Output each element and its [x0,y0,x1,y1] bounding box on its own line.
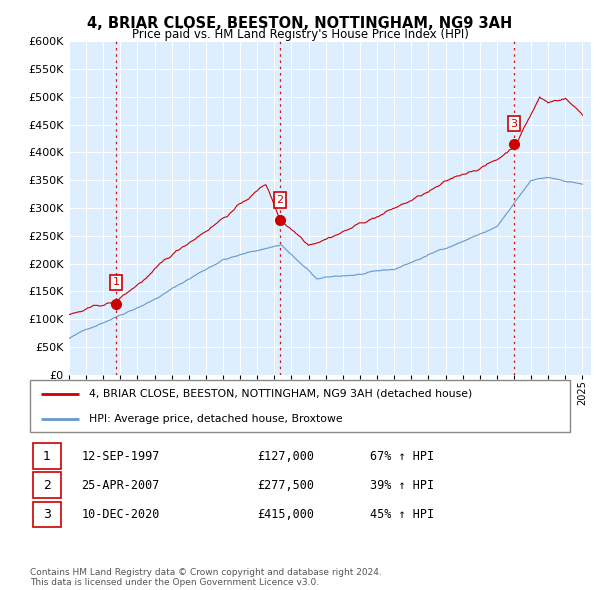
FancyBboxPatch shape [33,502,61,527]
Text: 4, BRIAR CLOSE, BEESTON, NOTTINGHAM, NG9 3AH (detached house): 4, BRIAR CLOSE, BEESTON, NOTTINGHAM, NG9… [89,389,473,399]
Text: 2: 2 [43,478,50,492]
Text: 67% ↑ HPI: 67% ↑ HPI [370,450,434,463]
Text: £415,000: £415,000 [257,508,314,521]
Text: 3: 3 [511,119,517,129]
Text: 25-APR-2007: 25-APR-2007 [82,478,160,492]
Text: 10-DEC-2020: 10-DEC-2020 [82,508,160,521]
Text: HPI: Average price, detached house, Broxtowe: HPI: Average price, detached house, Brox… [89,414,343,424]
Text: 45% ↑ HPI: 45% ↑ HPI [370,508,434,521]
FancyBboxPatch shape [30,380,570,432]
Text: 1: 1 [43,450,50,463]
Text: Price paid vs. HM Land Registry's House Price Index (HPI): Price paid vs. HM Land Registry's House … [131,28,469,41]
Text: £127,000: £127,000 [257,450,314,463]
Text: 12-SEP-1997: 12-SEP-1997 [82,450,160,463]
Text: 3: 3 [43,508,50,521]
Text: 39% ↑ HPI: 39% ↑ HPI [370,478,434,492]
Text: 4, BRIAR CLOSE, BEESTON, NOTTINGHAM, NG9 3AH: 4, BRIAR CLOSE, BEESTON, NOTTINGHAM, NG9… [88,16,512,31]
Text: Contains HM Land Registry data © Crown copyright and database right 2024.
This d: Contains HM Land Registry data © Crown c… [30,568,382,587]
Text: 1: 1 [113,277,119,287]
FancyBboxPatch shape [33,443,61,469]
Text: 2: 2 [277,195,284,205]
FancyBboxPatch shape [33,473,61,498]
Text: £277,500: £277,500 [257,478,314,492]
